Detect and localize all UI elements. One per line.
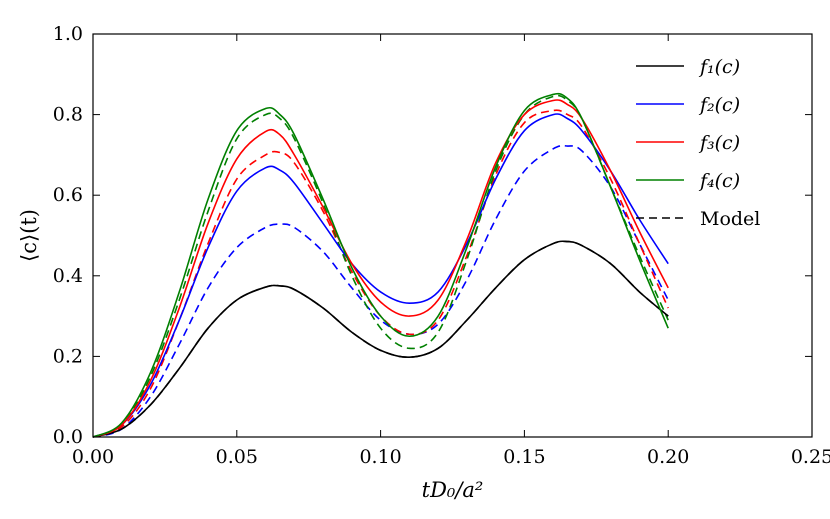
model-series-line-3 bbox=[92, 109, 669, 438]
series-line-4 bbox=[92, 92, 669, 438]
model-series-line-4 bbox=[92, 94, 669, 438]
legend-label: f₂(c) bbox=[698, 94, 740, 116]
y-tick-label: 0.0 bbox=[53, 426, 83, 448]
series-line-2 bbox=[92, 113, 669, 438]
x-tick-label: 0.05 bbox=[216, 446, 258, 468]
plot-lines bbox=[92, 92, 669, 438]
legend-label: Model bbox=[700, 208, 760, 230]
y-axis: 0.0 0.2 0.4 0.6 0.8 1.0 bbox=[53, 23, 812, 448]
y-axis-label: ⟨c⟩(t) bbox=[17, 209, 41, 262]
x-axis-label: tD₀/a² bbox=[422, 478, 484, 502]
x-tick-label: 0.00 bbox=[72, 446, 114, 468]
x-tick-label: 0.10 bbox=[359, 446, 401, 468]
y-tick-label: 0.6 bbox=[53, 184, 83, 206]
model-series-line-1 bbox=[92, 240, 669, 438]
x-axis: 0.00 0.05 0.10 0.15 0.20 0.25 bbox=[72, 34, 830, 468]
legend: f₁(c) f₂(c) f₃(c) f₄(c) Model bbox=[636, 56, 760, 230]
y-tick-label: 1.0 bbox=[53, 23, 83, 45]
legend-label: f₁(c) bbox=[698, 56, 740, 78]
model-series-line-2 bbox=[92, 144, 669, 438]
y-tick-label: 0.2 bbox=[53, 345, 83, 367]
series-line-1 bbox=[92, 240, 669, 438]
y-tick-label: 0.4 bbox=[53, 265, 83, 287]
legend-label: f₃(c) bbox=[698, 132, 740, 154]
x-tick-label: 0.25 bbox=[791, 446, 830, 468]
legend-label: f₄(c) bbox=[698, 170, 740, 192]
plot-frame bbox=[92, 33, 813, 438]
x-tick-label: 0.15 bbox=[503, 446, 545, 468]
x-tick-label: 0.20 bbox=[647, 446, 689, 468]
y-tick-label: 0.8 bbox=[53, 104, 83, 126]
series-line-3 bbox=[92, 99, 669, 438]
